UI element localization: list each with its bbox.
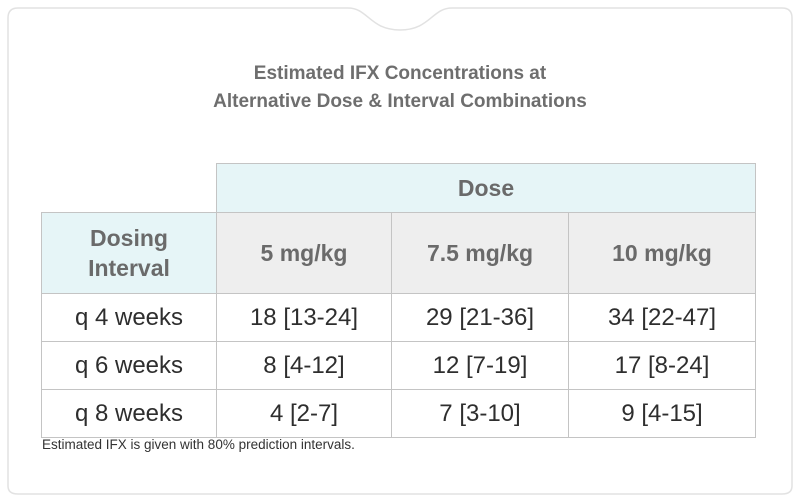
table-header-row-columns: Dosing Interval 5 mg/kg 7.5 mg/kg 10 mg/… (41, 212, 757, 294)
row-label: q 6 weeks (41, 341, 217, 390)
dosing-interval-header-line-1: Dosing (90, 225, 168, 251)
row-label: q 4 weeks (41, 293, 217, 342)
table-cell: 34 [22-47] (567, 293, 757, 342)
column-header-10mg: 10 mg/kg (567, 212, 757, 294)
title-line-2: Alternative Dose & Interval Combinations (213, 91, 587, 112)
dosing-interval-header-line-2: Interval (88, 255, 170, 281)
row-label: q 8 weeks (41, 389, 217, 438)
column-header-5mg: 5 mg/kg (216, 212, 392, 294)
table-cell: 4 [2-7] (216, 389, 392, 438)
table-cell: 29 [21-36] (391, 293, 569, 342)
table-cell: 18 [13-24] (216, 293, 392, 342)
title-line-1: Estimated IFX Concentrations at (253, 63, 547, 84)
table-corner (41, 163, 217, 213)
table-cell: 17 [8-24] (567, 341, 757, 390)
table-row: q 8 weeks 4 [2-7] 7 [3-10] 9 [4-15] (41, 389, 757, 438)
table-cell: 7 [3-10] (391, 389, 569, 438)
table-row: q 6 weeks 8 [4-12] 12 [7-19] 17 [8-24] (41, 341, 757, 390)
column-header-7-5mg: 7.5 mg/kg (391, 212, 569, 294)
table-row: q 4 weeks 18 [13-24] 29 [21-36] 34 [22-4… (41, 293, 757, 342)
table-cell: 12 [7-19] (391, 341, 569, 390)
dose-header: Dose (215, 163, 757, 213)
footnote: Estimated IFX is given with 80% predicti… (42, 437, 355, 452)
table-header-row-dose: Dose (41, 163, 757, 213)
chart-title: Estimated IFX Concentrations at Alternat… (0, 60, 800, 116)
table-cell: 9 [4-15] (567, 389, 757, 438)
dose-interval-table: Dose Dosing Interval 5 mg/kg 7.5 mg/kg 1… (41, 163, 757, 438)
table-cell: 8 [4-12] (216, 341, 392, 390)
dosing-interval-header: Dosing Interval (41, 212, 217, 294)
